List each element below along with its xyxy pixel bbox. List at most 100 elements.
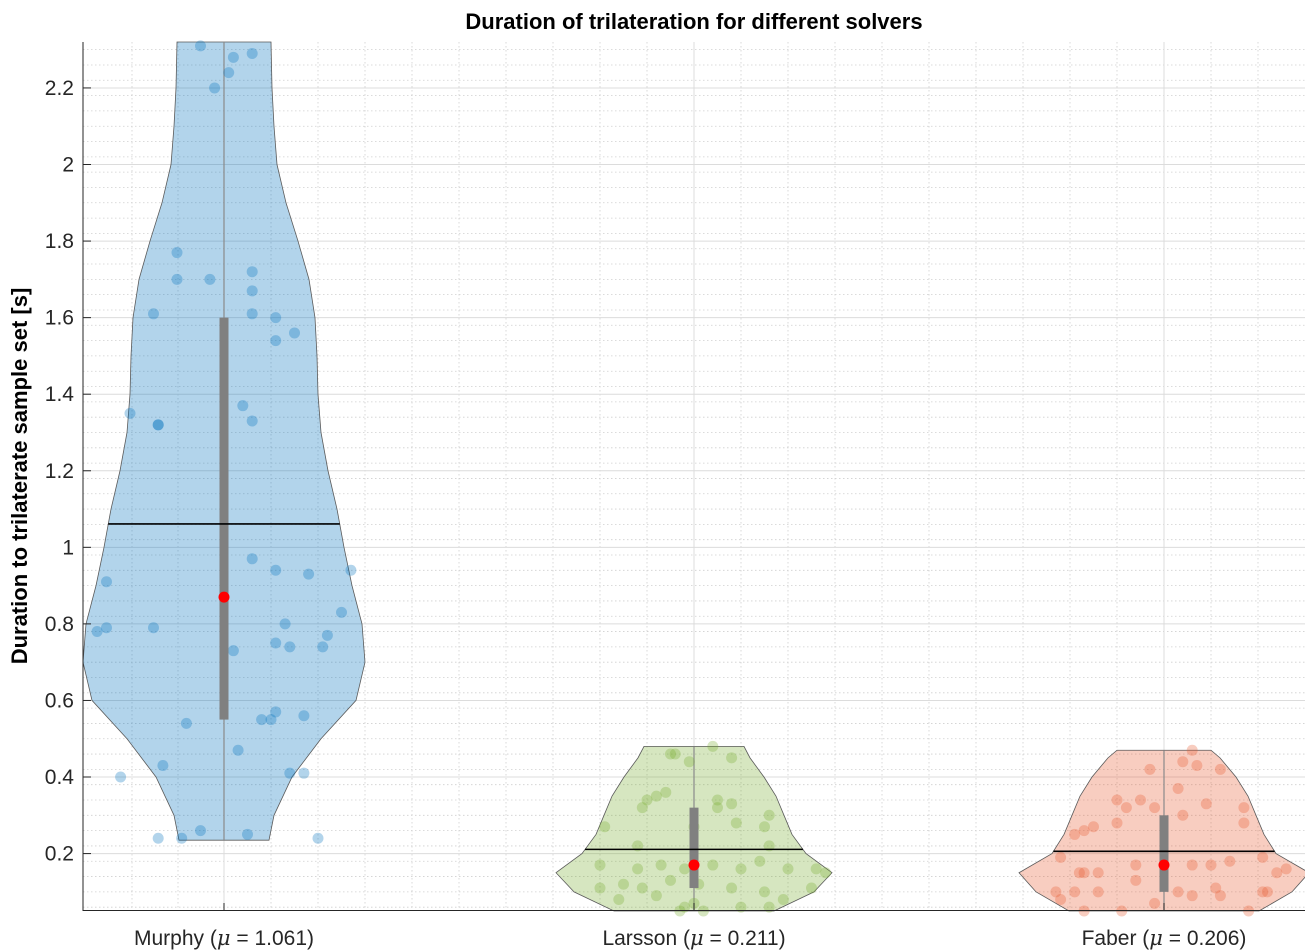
data-point — [1238, 817, 1250, 829]
data-point — [1130, 859, 1142, 871]
data-point — [242, 828, 253, 840]
data-point — [669, 748, 681, 760]
data-point — [735, 863, 747, 875]
iqr-box — [1159, 815, 1169, 892]
y-tick-label: 1.4 — [45, 383, 75, 406]
data-point — [1177, 756, 1189, 768]
y-tick-label: 1 — [62, 536, 74, 559]
data-point — [1135, 794, 1146, 806]
data-point — [336, 606, 347, 618]
data-point — [284, 767, 296, 779]
data-point — [618, 878, 629, 890]
data-point — [176, 832, 188, 844]
data-point — [1050, 886, 1062, 898]
data-point — [270, 335, 282, 347]
median-marker — [1158, 859, 1170, 871]
data-point — [1111, 794, 1123, 806]
data-point — [148, 622, 159, 634]
data-point — [204, 273, 216, 285]
data-point — [1261, 886, 1273, 898]
data-point — [636, 802, 648, 814]
data-point — [1271, 867, 1283, 879]
data-point — [279, 618, 291, 630]
data-point — [1210, 882, 1222, 894]
category-label-faber: Faber (μ = 0.206) — [1082, 926, 1247, 950]
iqr-box — [689, 807, 699, 889]
median-marker — [218, 591, 230, 603]
data-point — [195, 825, 206, 837]
data-point — [345, 564, 357, 576]
data-point — [806, 882, 817, 894]
y-tick-label: 1.2 — [45, 460, 74, 483]
violin-larsson — [555, 740, 833, 917]
data-point — [712, 794, 723, 806]
iqr-box — [219, 317, 229, 720]
data-point — [820, 867, 832, 879]
data-point — [265, 714, 277, 726]
violin-murphy — [82, 40, 366, 844]
data-point — [1214, 763, 1226, 775]
data-point — [256, 714, 268, 726]
violins — [82, 40, 1305, 917]
data-point — [1186, 744, 1198, 756]
data-point — [1078, 867, 1090, 879]
data-point — [759, 821, 770, 833]
y-tick-label: 0.6 — [45, 689, 74, 712]
data-point — [679, 901, 691, 913]
data-point — [1257, 851, 1269, 863]
data-point — [1172, 886, 1184, 898]
data-point — [1214, 890, 1226, 902]
data-point — [223, 67, 235, 79]
y-tick-label: 2 — [62, 154, 74, 177]
data-point — [726, 882, 738, 894]
data-point — [650, 790, 662, 802]
data-point — [1177, 809, 1189, 821]
data-point — [1144, 763, 1156, 775]
data-point — [763, 809, 775, 821]
data-point — [284, 641, 296, 653]
data-point — [246, 415, 258, 427]
data-point — [237, 400, 249, 412]
data-point — [227, 645, 239, 657]
data-point — [246, 47, 258, 59]
data-point — [227, 51, 239, 63]
chart-title: Duration of trilateration for different … — [465, 9, 922, 34]
data-point — [735, 901, 747, 913]
data-point — [312, 832, 324, 844]
data-point — [115, 771, 127, 783]
data-point — [317, 641, 329, 653]
data-point — [707, 859, 719, 871]
data-point — [270, 312, 282, 324]
data-point — [303, 568, 315, 580]
data-point — [759, 886, 770, 898]
data-point — [298, 767, 310, 779]
y-ticks: 0.2 0.4 0.6 0.8 1 1.2 1.4 1.6 1.8 2 2.2 — [45, 77, 91, 866]
data-point — [171, 247, 183, 259]
data-point — [712, 802, 723, 814]
data-point — [1073, 867, 1085, 879]
data-point — [1224, 855, 1236, 867]
data-point — [660, 786, 672, 798]
data-point — [298, 710, 310, 722]
data-point — [209, 82, 221, 94]
data-point — [726, 752, 738, 764]
data-point — [594, 859, 606, 871]
data-point — [1088, 821, 1099, 833]
y-tick-label: 0.4 — [45, 766, 75, 789]
data-point — [124, 407, 136, 419]
data-point — [1069, 886, 1081, 898]
data-point — [655, 859, 667, 871]
data-point — [180, 717, 192, 729]
y-tick-label: 1.8 — [45, 230, 74, 253]
data-point — [632, 863, 644, 875]
category-label-murphy: Murphy (μ = 1.061) — [134, 926, 314, 950]
data-point — [1238, 802, 1250, 814]
data-point — [1069, 828, 1081, 840]
data-point — [683, 756, 695, 768]
data-point — [665, 874, 676, 886]
data-point — [1200, 798, 1212, 810]
data-point — [707, 740, 719, 752]
data-point — [810, 863, 822, 875]
data-point — [1280, 863, 1292, 875]
data-point — [726, 798, 738, 810]
